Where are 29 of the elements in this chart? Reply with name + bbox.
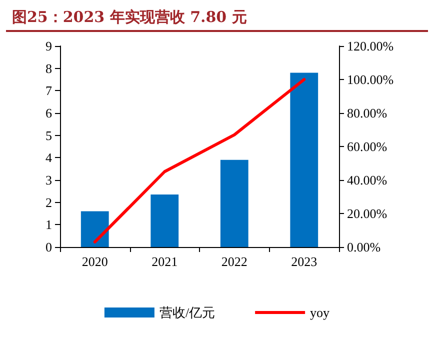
y-tick-label: 0 xyxy=(46,240,52,254)
x-tick-label: 2022 xyxy=(221,254,248,269)
y-tick-label: 9 xyxy=(46,38,52,54)
bar xyxy=(220,160,248,247)
y2-tick-label: 20.00% xyxy=(347,206,388,221)
y-tick-label: 6 xyxy=(46,106,52,120)
y2-tick-label: 120.00% xyxy=(347,38,394,54)
y2-tick-label: 40.00% xyxy=(347,172,388,188)
x-tick-label: 2020 xyxy=(82,254,108,269)
y-tick-label: 3 xyxy=(46,172,52,188)
y2-tick-label: 80.00% xyxy=(347,106,388,120)
y-tick-label: 5 xyxy=(46,128,52,143)
y-tick-label: 7 xyxy=(46,83,52,98)
bar xyxy=(80,211,109,247)
bar xyxy=(290,72,318,247)
legend-label: 营收/亿元 xyxy=(159,305,216,320)
legend-label: yoy xyxy=(310,305,330,320)
chart-title: 图25：2023 年实现营收 7.80 元 xyxy=(6,0,428,32)
y-tick-label: 4 xyxy=(46,150,52,166)
y2-tick-label: 60.00% xyxy=(347,139,388,154)
y-tick-label: 2 xyxy=(46,194,52,210)
y-tick-label: 1 xyxy=(46,217,52,232)
line-series xyxy=(93,78,306,244)
x-tick-label: 2021 xyxy=(152,254,178,269)
y2-tick-label: 0.00% xyxy=(347,240,381,254)
y2-tick-label: 100.00% xyxy=(347,72,394,87)
bar xyxy=(150,194,179,247)
y-tick-label: 8 xyxy=(46,60,52,76)
x-tick-label: 2023 xyxy=(291,254,318,269)
